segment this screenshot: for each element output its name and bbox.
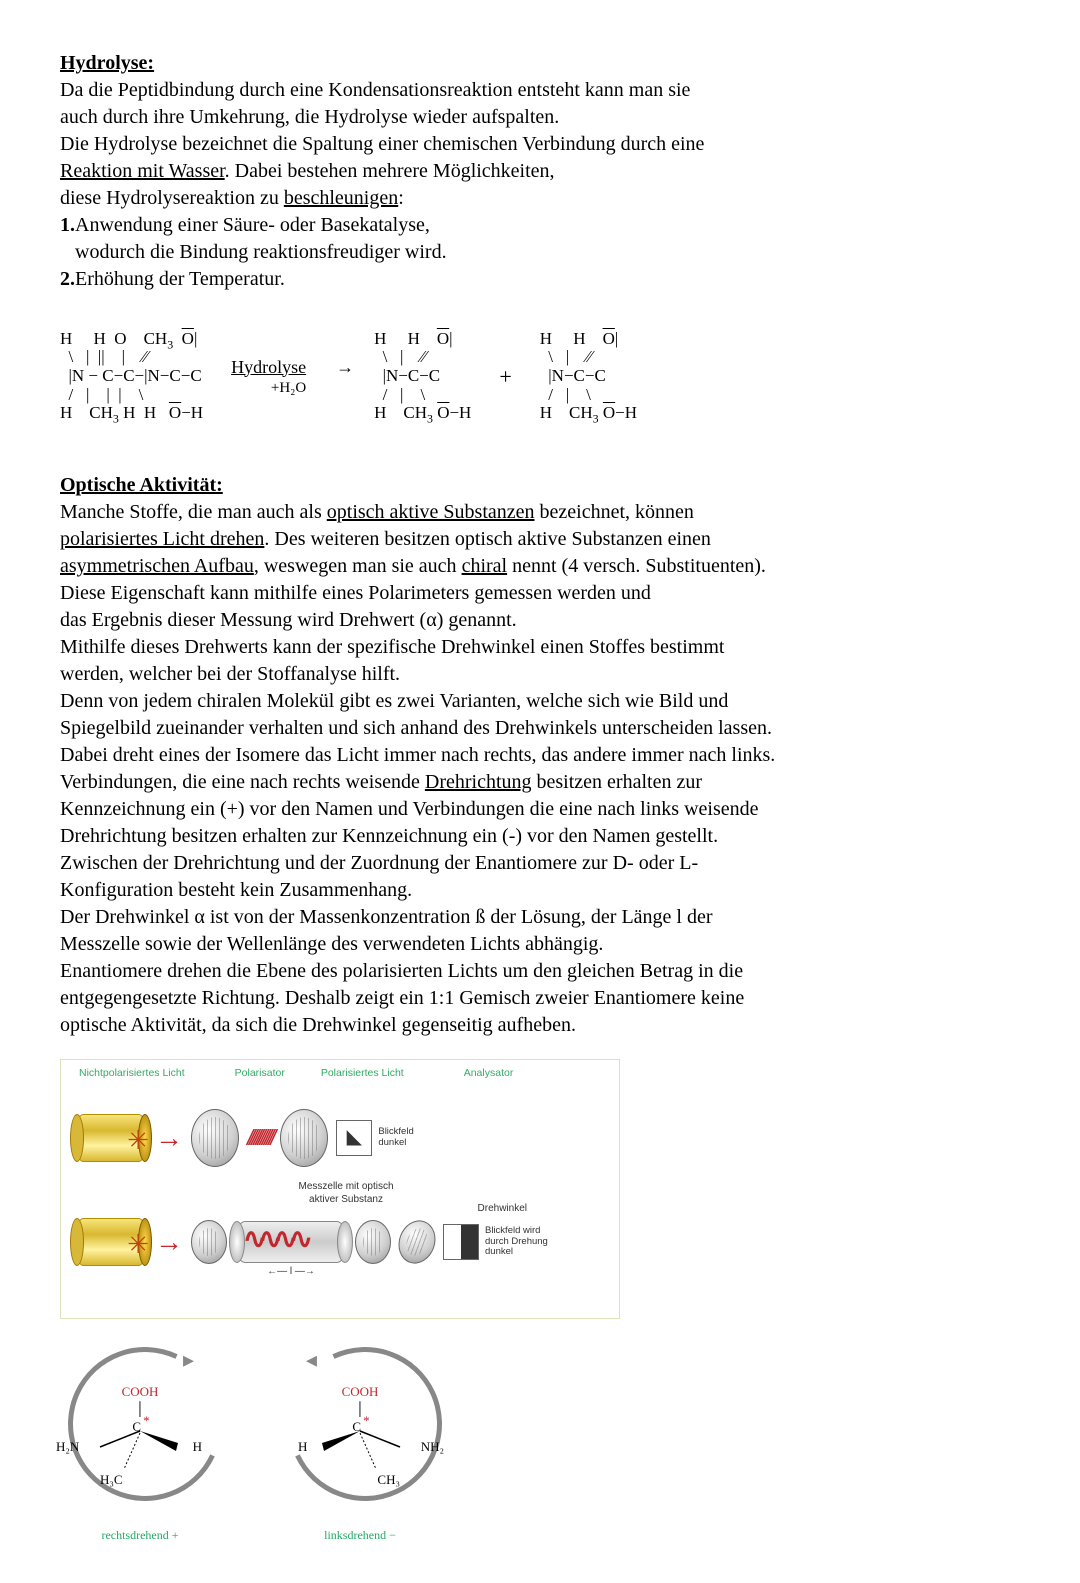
text-line: Die Hydrolyse bezeichnet die Spaltung ei…: [60, 133, 704, 155]
text-underline: Drehrichtung: [425, 771, 532, 793]
viewfield-dark-icon: ◣: [336, 1120, 372, 1156]
text-line: . Dabei bestehen mehrere Möglichkeiten,: [225, 160, 555, 182]
text-line: bezeichnet, können: [535, 501, 694, 523]
polarizer-disc-icon: [191, 1220, 227, 1264]
text-line: Der Drehwinkel α ist von der Massenkonze…: [60, 906, 713, 928]
zigzag-icon: ////////////: [247, 1123, 272, 1153]
analyzer-rotated-icon: [393, 1215, 442, 1269]
molecule-product-1: H H O| \ | ⁄⁄ |N−C−C / | \ H CH3 O−H: [374, 311, 471, 442]
text-line: Zwischen der Drehrichtung und der Zuordn…: [60, 852, 698, 874]
analyzer-disc-icon: [355, 1220, 391, 1264]
text-line: . Des weiteren besitzen optisch aktive S…: [264, 528, 711, 550]
label-polarized: Polarisiertes Licht: [321, 1066, 404, 1080]
drehwinkel-label: Drehwinkel: [478, 1202, 527, 1216]
text-underline: beschleunigen: [284, 187, 398, 209]
section-hydrolyse: Hydrolyse: Da die Peptidbindung durch ei…: [60, 50, 1020, 293]
text-line: Drehrichtung besitzen erhalten zur Kennz…: [60, 825, 718, 847]
molecule-product-2: H H O| \ | ⁄⁄ |N−C−C / | \ H CH3 O−H: [540, 311, 637, 442]
reaction-arrow: Hydrolyse→ +H₂O: [223, 355, 354, 399]
text-line: , weswegen man sie auch: [254, 555, 462, 577]
arc-arrowhead-icon: ▸: [306, 1345, 317, 1375]
molecule-center: COOH │ C*: [280, 1383, 440, 1436]
label-nonpolarized: Nichtpolarisiertes Licht: [79, 1066, 185, 1080]
text-line: Anwendung einer Säure- oder Basekatalyse…: [75, 214, 430, 236]
viewfield-dark-label: Blickfeld dunkel: [378, 1127, 438, 1148]
text-line: Mithilfe dieses Drehwerts kann der spezi…: [60, 636, 724, 658]
h2n-label: H₂N: [56, 1438, 79, 1456]
text-line: das Ergebnis dieser Messung wird Drehwer…: [60, 609, 517, 631]
arrow-top-label: Hydrolyse: [223, 355, 336, 380]
text-line: :: [398, 187, 404, 209]
heading-optische-aktivitaet: Optische Aktivität:: [60, 474, 223, 496]
section-optische-aktivitaet: Optische Aktivität: Manche Stoffe, die m…: [60, 472, 1020, 1039]
text-line: Denn von jedem chiralen Molekül gibt es …: [60, 690, 728, 712]
text-underline: asymmetrischen Aufbau: [60, 555, 254, 577]
text-line: wodurch die Bindung reaktionsfreudiger w…: [75, 241, 447, 263]
plus-sign: +: [491, 362, 519, 392]
text-line: Konfiguration besteht kein Zusammenhang.: [60, 879, 412, 901]
text-line: Erhöhung der Temperatur.: [75, 268, 285, 290]
ch3-label: CH₃: [377, 1471, 400, 1489]
text-underline: Reaktion mit Wasser: [60, 160, 225, 182]
nh2-label: NH₂: [421, 1438, 444, 1456]
molecule-center: COOH │ C*: [60, 1383, 220, 1436]
arrow-bottom-label: +H₂O: [223, 378, 354, 398]
arc-arrowhead-icon: ▸: [183, 1345, 194, 1375]
right-rotating-caption: rechtsdrehend +: [60, 1527, 220, 1543]
heading-hydrolyse: Hydrolyse:: [60, 52, 154, 74]
text-line: nennt (4 versch. Substituenten).: [507, 555, 766, 577]
text-underline: polarisiertes Licht drehen: [60, 528, 264, 550]
text-line: Spiegelbild zueinander verhalten und sic…: [60, 717, 772, 739]
light-source-icon: ✳: [75, 1114, 147, 1162]
enantiomer-diagram: ▸ COOH │ C* H₂N H H₃C rechtsdrehend + ▸ …: [60, 1343, 1020, 1543]
label-polarizer: Polarisator: [235, 1066, 285, 1080]
text-line: optische Aktivität, da sich die Drehwink…: [60, 1014, 576, 1036]
text-line: Da die Peptidbindung durch eine Kondensa…: [60, 79, 690, 101]
text-line: Manche Stoffe, die man auch als: [60, 501, 327, 523]
star-icon: ✳: [127, 1227, 149, 1262]
h-label: H: [298, 1438, 307, 1456]
enantiomer-right: ▸ COOH │ C* H₂N H H₃C rechtsdrehend +: [60, 1343, 220, 1543]
left-rotating-caption: linksdrehend −: [280, 1527, 440, 1543]
chiral-star: *: [143, 1413, 150, 1428]
c-label: C: [132, 1419, 141, 1434]
text-line: auch durch ihre Umkehrung, die Hydrolyse…: [60, 106, 559, 128]
polarimeter-diagram: Nichtpolarisiertes Licht Polarisator Pol…: [60, 1059, 620, 1319]
h-label: H: [193, 1438, 202, 1456]
length-marker: l: [290, 1266, 292, 1277]
list-num: 1.: [60, 214, 75, 236]
h3c-label: H₃C: [100, 1471, 123, 1489]
text-line: Verbindungen, die eine nach rechts weise…: [60, 771, 425, 793]
text-line: entgegengesetzte Richtung. Deshalb zeigt…: [60, 987, 744, 1009]
polarimeter-top-labels: Nichtpolarisiertes Licht Polarisator Pol…: [79, 1066, 513, 1080]
viewfield-half-dark-icon: [443, 1224, 479, 1260]
polarimeter-row-1: ✳ → //////////// ◣ Blickfeld dunkel: [75, 1088, 605, 1188]
cooh-label: COOH: [122, 1384, 159, 1399]
cell-label: Messzelle mit optisch aktiver Substanz: [286, 1180, 406, 1207]
analyzer-disc-icon: [280, 1109, 328, 1167]
c-label: C: [352, 1419, 361, 1434]
molecule-dipeptide: H H O CH3 O| \ | || | ⁄⁄ |N − C−C−|N−C−C…: [60, 311, 203, 442]
text-line: werden, welcher bei der Stoffanalyse hil…: [60, 663, 400, 685]
text-underline: chiral: [462, 555, 508, 577]
text-line: Dabei dreht eines der Isomere das Licht …: [60, 744, 775, 766]
list-num: 2.: [60, 268, 75, 290]
text-line: besitzen erhalten zur: [532, 771, 702, 793]
text-line: Enantiomere drehen die Ebene des polaris…: [60, 960, 743, 982]
text-line: diese Hydrolysereaktion zu: [60, 187, 284, 209]
label-analyzer: Analysator: [464, 1066, 514, 1080]
enantiomer-left: ▸ COOH │ C* H NH₂ CH₃ linksdrehend −: [280, 1343, 440, 1543]
text-underline: optisch aktive Substanzen: [327, 501, 535, 523]
viewfield-rotated-label: Blickfeld wird durch Drehung dunkel: [485, 1226, 565, 1257]
wave-icon: ∿∿∿∿: [243, 1223, 305, 1261]
chiral-star: *: [363, 1413, 370, 1428]
text-line: Messzelle sowie der Wellenlänge des verw…: [60, 933, 603, 955]
light-source-icon: ✳: [75, 1218, 147, 1266]
reaction-formula: H H O CH3 O| \ | || | ⁄⁄ |N − C−C−|N−C−C…: [60, 311, 1020, 442]
text-line: Kennzeichnung ein (+) vor den Namen und …: [60, 798, 758, 820]
text-line: Diese Eigenschaft kann mithilfe eines Po…: [60, 582, 651, 604]
star-icon: ✳: [127, 1123, 149, 1158]
cooh-label: COOH: [342, 1384, 379, 1399]
polarizer-disc-icon: [191, 1109, 239, 1167]
